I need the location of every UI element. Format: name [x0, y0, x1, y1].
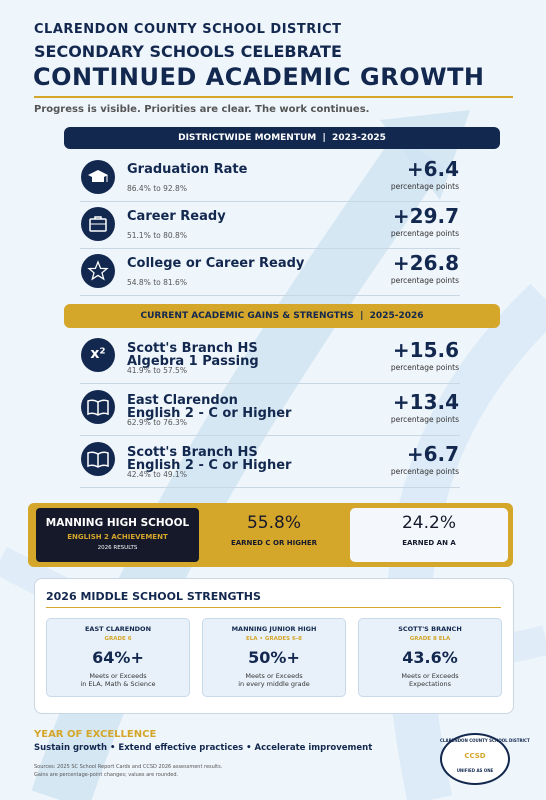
banner: CURRENT ACADEMIC GAINS & STRENGTHS | 202… — [64, 304, 500, 328]
separator — [80, 435, 460, 436]
card-desc: Meets or Exceeds — [245, 672, 303, 680]
title-line2: CONTINUED ACADEMIC GROWTH — [33, 63, 485, 91]
gain: +29.7 — [392, 204, 459, 228]
card — [202, 618, 346, 697]
row-detail: 42.4% to 49.1% — [127, 470, 187, 479]
middle-title: 2026 MIDDLE SCHOOL STRENGTHS — [46, 590, 261, 603]
row-detail: 54.8% to 81.6% — [127, 278, 187, 287]
school: MANNING HIGH SCHOOL — [45, 517, 190, 529]
unit: percentage points — [390, 467, 459, 476]
icon — [81, 254, 115, 288]
gain: +26.8 — [392, 251, 459, 275]
card-grades: GRADE 8 ELA — [409, 636, 451, 642]
row-title: College or Career Ready — [127, 256, 305, 271]
card-school: MANNING JUNIOR HIGH — [231, 625, 317, 633]
icon — [81, 338, 115, 372]
gain: +13.4 — [392, 390, 459, 414]
unit: percentage points — [390, 276, 459, 285]
card-value: 64%+ — [92, 648, 144, 667]
row-title: Algebra 1 Passing — [127, 354, 259, 369]
title-line1: SECONDARY SCHOOLS CELEBRATE — [34, 42, 342, 61]
tagline: Progress is visible. Priorities are clea… — [34, 104, 370, 115]
card-desc: Meets or Exceeds — [401, 672, 459, 680]
gain: +15.6 — [392, 338, 459, 362]
card-value: 50%+ — [248, 648, 300, 667]
card-desc: in ELA, Math & Science — [80, 680, 156, 688]
card-grades: ELA • GRADES 6-8 — [245, 636, 302, 642]
motto: Sustain growth • Extend effective practi… — [34, 743, 373, 753]
row-title: Career Ready — [127, 209, 226, 224]
footer-heading: YEAR OF EXCELLENCE — [34, 729, 157, 740]
row-title: Scott's Branch HS — [127, 341, 258, 356]
card-school: EAST CLARENDON — [84, 625, 152, 633]
unit: percentage points — [390, 229, 459, 238]
gain: +6.7 — [406, 442, 459, 466]
divider — [46, 607, 501, 608]
stat-value: 24.2% — [401, 513, 456, 533]
logo-ring-text: CLARENDON COUNTY SCHOOL DISTRICT — [440, 738, 530, 743]
icon — [81, 442, 115, 476]
logo-circle — [440, 733, 510, 785]
separator — [80, 383, 460, 384]
stat-box — [350, 508, 508, 562]
stat-label: EARNED C OR HIGHER — [230, 539, 318, 547]
stat-label: EARNED AN A — [402, 539, 456, 547]
row-title: English 2 - C or Higher — [127, 458, 292, 473]
icon-text: x² — [90, 346, 106, 362]
row-title: Graduation Rate — [127, 162, 248, 177]
card-school: SCOTT'S BRANCH — [398, 625, 462, 633]
stat-value: 55.8% — [246, 513, 301, 533]
subject: ENGLISH 2 ACHIEVEMENT — [67, 533, 168, 541]
separator — [80, 295, 460, 296]
unit: percentage points — [390, 182, 459, 191]
year: 2026 RESULTS — [97, 545, 138, 551]
unit: percentage points — [390, 363, 459, 372]
card-grades: GRADE 6 — [104, 636, 132, 642]
row-detail: 51.1% to 80.8% — [127, 231, 187, 240]
row-detail: 86.4% to 92.8% — [127, 184, 187, 193]
row-detail: 62.9% to 76.3% — [127, 418, 187, 427]
separator — [80, 248, 460, 249]
separator — [80, 201, 460, 202]
card — [46, 618, 190, 697]
icon — [81, 207, 115, 241]
source: Sources: 2025 SC School Report Cards and… — [34, 764, 223, 770]
logo-initials: CCSD — [464, 752, 486, 760]
card-desc: Expectations — [408, 680, 452, 688]
logo-motto: UNIFIED AS ONE — [456, 768, 494, 773]
row-title: English 2 - C or Higher — [127, 406, 292, 421]
district: CLARENDON COUNTY SCHOOL DISTRICT — [34, 22, 342, 37]
source: Gains are percentage-point changes; valu… — [34, 772, 179, 778]
card-desc: in every middle grade — [238, 680, 310, 688]
row-title: East Clarendon — [127, 393, 238, 408]
separator — [80, 487, 460, 488]
card-value: 43.6% — [402, 648, 458, 667]
manning-label-box — [36, 508, 199, 562]
banner: DISTRICTWIDE MOMENTUM | 2023-2025 — [64, 127, 500, 149]
row-detail: 41.9% to 57.5% — [127, 366, 187, 375]
card-desc: Meets or Exceeds — [89, 672, 147, 680]
icon — [81, 160, 115, 194]
card — [358, 618, 502, 697]
row-title: Scott's Branch HS — [127, 445, 258, 460]
unit: percentage points — [390, 415, 459, 424]
divider — [34, 96, 513, 98]
icon — [81, 390, 115, 424]
gain: +6.4 — [406, 157, 459, 181]
